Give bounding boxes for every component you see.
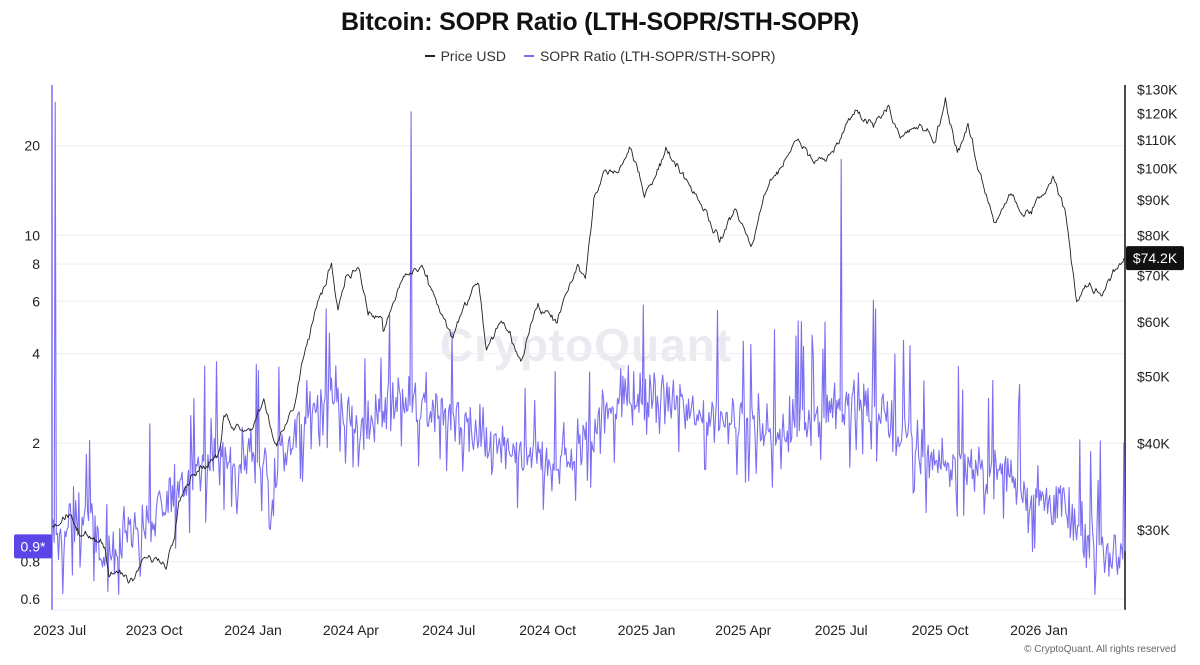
x-tick-label: 2025 Jul [815,622,868,638]
y-left-tick-label: 2 [32,435,40,451]
series-line-sopr [51,101,1126,596]
y-left-tick-label: 4 [32,346,40,362]
legend-item-price[interactable]: Price USD [424,48,506,64]
y-left-tick-label: 20 [24,138,40,154]
y-right-tick-label: $120K [1137,106,1178,122]
y-right-tick-label: $90K [1137,192,1170,208]
y-right-tick-label: $50K [1137,369,1170,385]
x-tick-label: 2026 Jan [1010,622,1068,638]
x-tick-label: 2024 Jul [422,622,475,638]
series-line-price [51,97,1126,584]
x-tick-label: 2023 Oct [126,622,183,638]
y-right-tick-label: $30K [1137,522,1170,538]
x-tick-label: 2025 Oct [912,622,969,638]
x-tick-label: 2024 Apr [323,622,379,638]
x-tick-label: 2024 Oct [519,622,576,638]
legend: Price USD SOPR Ratio (LTH-SOPR/STH-SOPR) [0,48,1200,64]
legend-label-price: Price USD [440,48,506,64]
y-left-tick-label: 0.6 [21,591,41,607]
y-right-tick-label: $70K [1137,268,1170,284]
sopr-value-badge-text: 0.9* [21,538,46,554]
chart-title: Bitcoin: SOPR Ratio (LTH-SOPR/STH-SOPR) [340,8,860,36]
x-tick-label: 2025 Jan [618,622,676,638]
y-right-tick-label: $100K [1137,160,1178,176]
y-right-tick-label: $40K [1137,436,1170,452]
price-value-badge-text: $74.2K [1133,250,1178,266]
legend-label-sopr: SOPR Ratio (LTH-SOPR/STH-SOPR) [539,48,776,64]
x-tick-label: 2024 Jan [224,622,282,638]
sopr-value-badge [14,534,52,559]
legend-swatch-price [424,55,435,57]
price-value-badge [1126,246,1184,271]
x-tick-label: 2025 Apr [715,622,771,638]
copyright: © CryptoQuant. All rights reserved [1024,644,1176,655]
y-right-tick-label: $110K [1137,132,1177,148]
y-left-tick-label: 10 [24,227,40,243]
y-left-tick-label: 6 [32,293,40,309]
x-tick-label: 2023 Jul [33,622,86,638]
y-right-tick-label: $80K [1137,227,1170,243]
legend-item-sopr[interactable]: SOPR Ratio (LTH-SOPR/STH-SOPR) [523,48,776,64]
y-left-tick-label: 8 [32,256,40,272]
y-right-tick-label: $60K [1137,314,1170,330]
legend-swatch-sopr [523,55,534,57]
y-right-tick-label: $130K [1137,82,1178,98]
